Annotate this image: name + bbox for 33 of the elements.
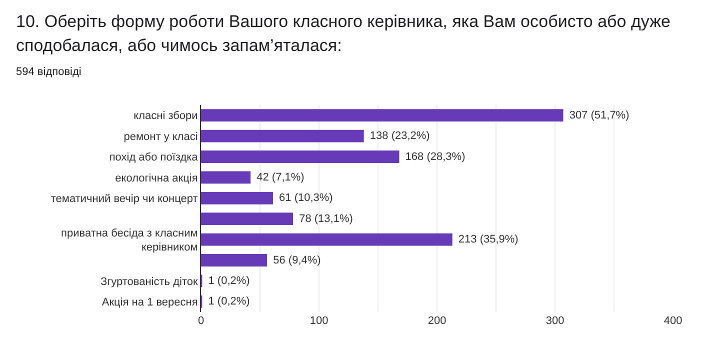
bar <box>201 233 452 246</box>
bar <box>201 109 564 122</box>
data-label: 168 (28,3%) <box>402 150 466 163</box>
y-tick-label: Згуртованість діток <box>100 276 198 288</box>
y-tick-label: екологічна акція <box>115 172 198 184</box>
y-tick-label: приватна бесіда з класним керівником <box>61 227 198 254</box>
bar <box>201 171 251 184</box>
x-tick-label: 100 <box>310 315 328 327</box>
data-label: 1 (0,2%) <box>205 274 250 287</box>
y-tick-label: похід або поїздка <box>109 152 199 164</box>
data-label: 307 (51,7%) <box>566 109 630 122</box>
data-label: 56 (9,4%) <box>270 254 321 266</box>
chart-title: 10. Оберіть форму роботи Вашого класного керівника, яка Вам особисто або дуже сподобалася, або чимось запам’яталася: <box>16 11 672 57</box>
bar <box>201 212 294 226</box>
bar <box>201 150 400 163</box>
y-tick-label: тематичний вечір чи концерт <box>50 193 198 205</box>
bar <box>201 130 364 142</box>
bar <box>201 254 268 266</box>
data-label: 138 (23,2%) <box>366 130 430 142</box>
x-tick-label: 300 <box>546 315 564 327</box>
data-label: 78 (13,1%) <box>296 212 353 225</box>
y-tick-label: ремонт у класі <box>124 130 198 143</box>
x-tick-label: 0 <box>198 315 204 327</box>
x-tick-label: 400 <box>664 315 682 327</box>
data-label: 213 (35,9%) <box>455 234 518 246</box>
data-label: 42 (7,1%) <box>254 171 304 184</box>
data-label: 61 (10,3%) <box>276 192 333 204</box>
text: 594 відповіді <box>16 66 82 78</box>
y-tick-label: Акція на 1 вересня <box>102 296 198 308</box>
y-tick-label: класні збори <box>134 110 198 122</box>
x-tick-label: 200 <box>428 315 446 327</box>
bar <box>201 192 273 204</box>
data-label: 1 (0,2%) <box>205 296 250 308</box>
